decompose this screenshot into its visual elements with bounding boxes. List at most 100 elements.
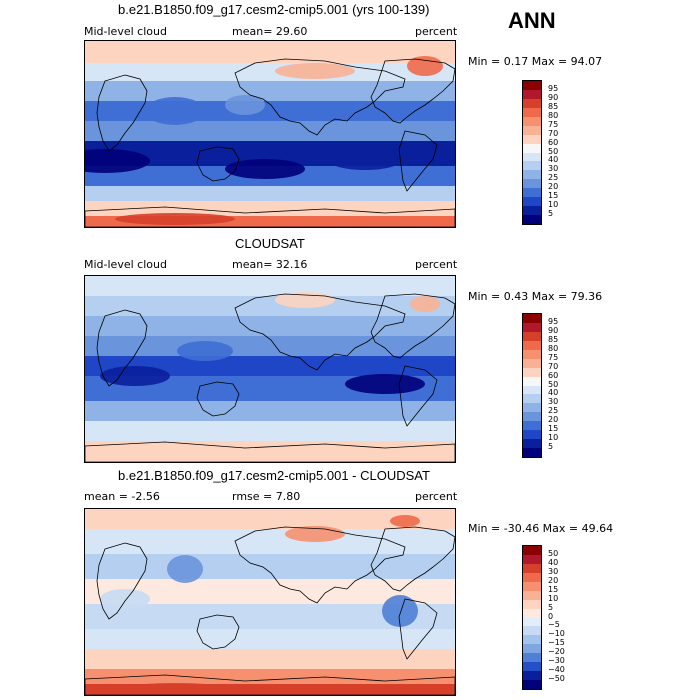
- colorbar-tick-label: 90: [548, 325, 559, 335]
- field-blob: [330, 152, 400, 170]
- colorbar-tick-label: 15: [548, 191, 559, 201]
- colorbar-tick-label: 50: [548, 379, 559, 389]
- panel-2-mean: mean= 32.16: [232, 258, 308, 271]
- colorbar-tick-label: 90: [548, 92, 559, 102]
- colorbar-tick-label: 85: [548, 334, 559, 344]
- colorbar-tick-label: 70: [548, 361, 559, 371]
- field-band: [85, 684, 455, 695]
- colorbar-tick-label: 20: [548, 182, 559, 192]
- colorbar-tick-label: 5: [548, 209, 554, 219]
- panel-1-colorbar: [522, 80, 542, 225]
- field-band: [85, 216, 455, 227]
- panel-3-map: [84, 508, 456, 696]
- field-blob: [225, 95, 265, 115]
- field-band: [85, 669, 455, 684]
- colorbar-tick-label: 15: [548, 424, 559, 434]
- field-blob: [255, 360, 315, 376]
- panel-1-mean: mean= 29.60: [232, 25, 308, 38]
- colorbar-swatch: [523, 671, 541, 681]
- colorbar-tick-label: 25: [548, 406, 559, 416]
- coastline: [85, 441, 455, 462]
- colorbar-tick-label: 10: [548, 593, 559, 603]
- colorbar-tick-label: 50: [548, 548, 559, 558]
- colorbar-swatch: [523, 635, 541, 645]
- colorbar-tick-label: 40: [548, 557, 559, 567]
- colorbar-swatch: [523, 349, 541, 359]
- coastline: [85, 674, 455, 695]
- colorbar-swatch: [523, 331, 541, 341]
- colorbar-swatch: [523, 385, 541, 395]
- panel-2-map-field: [85, 276, 455, 462]
- panel-2-variable-label: Mid-level cloud: [84, 258, 167, 271]
- coastline: [398, 365, 438, 427]
- colorbar-swatch: [523, 662, 541, 672]
- colorbar-swatch: [523, 206, 541, 216]
- field-band: [85, 441, 455, 462]
- colorbar-tick-label: −15: [548, 638, 565, 648]
- colorbar-swatch: [523, 116, 541, 126]
- field-blob: [145, 97, 205, 125]
- coastline: [370, 526, 455, 592]
- panel-3-map-field: [85, 509, 455, 695]
- field-blob: [100, 589, 150, 609]
- colorbar-tick-label: 25: [548, 173, 559, 183]
- coastline: [96, 309, 148, 387]
- panel-1-map: [84, 40, 456, 228]
- colorbar-swatch: [523, 430, 541, 440]
- colorbar-swatch: [523, 554, 541, 564]
- colorbar-tick-label: 95: [548, 316, 559, 326]
- colorbar-tick-label: −30: [548, 656, 565, 666]
- field-band: [85, 509, 455, 529]
- field-band: [85, 316, 455, 336]
- field-band: [85, 629, 455, 649]
- coastline: [370, 293, 455, 359]
- colorbar-swatch: [523, 188, 541, 198]
- coastline: [234, 293, 406, 371]
- panel-1-variable-label: Mid-level cloud: [84, 25, 167, 38]
- panel-3-mean: mean = -2.56: [84, 490, 160, 503]
- field-blob: [345, 374, 425, 394]
- colorbar-swatch: [523, 439, 541, 449]
- field-band: [85, 421, 455, 441]
- panel-3-minmax: Min = -30.46 Max = 49.64: [468, 522, 614, 535]
- field-band: [85, 529, 455, 554]
- colorbar-tick-label: 50: [548, 146, 559, 156]
- coastline: [234, 58, 406, 136]
- colorbar-tick-label: −5: [548, 620, 560, 630]
- colorbar-tick-label: 60: [548, 370, 559, 380]
- colorbar-swatch: [523, 179, 541, 189]
- colorbar-tick-label: 15: [548, 584, 559, 594]
- panel-1-minmax: Min = 0.17 Max = 94.07: [468, 55, 603, 68]
- coastline: [196, 146, 240, 182]
- field-blob: [275, 63, 355, 79]
- colorbar-tick-label: 40: [548, 155, 559, 165]
- colorbar-tick-label: 95: [548, 83, 559, 93]
- field-blob: [390, 515, 420, 527]
- colorbar-tick-label: 75: [548, 119, 559, 129]
- colorbar-swatch: [523, 152, 541, 162]
- colorbar-swatch: [523, 358, 541, 368]
- colorbar-tick-label: 10: [548, 200, 559, 210]
- colorbar-swatch: [523, 367, 541, 377]
- field-band: [85, 649, 455, 669]
- coastline: [96, 542, 148, 620]
- colorbar-swatch: [523, 143, 541, 153]
- colorbar-swatch: [523, 322, 541, 332]
- panel-3-unit: percent: [415, 490, 458, 503]
- colorbar-tick-label: 20: [548, 415, 559, 425]
- field-blob: [177, 341, 233, 361]
- colorbar-tick-label: 5: [548, 442, 554, 452]
- colorbar-tick-label: −20: [548, 647, 565, 657]
- colorbar-swatch: [523, 653, 541, 663]
- colorbar-swatch: [523, 412, 541, 422]
- panel-3-title: b.e21.B1850.f09_g17.cesm2-cmip5.001 - CL…: [118, 468, 430, 483]
- colorbar-swatch: [523, 89, 541, 99]
- field-blob: [410, 296, 440, 312]
- coastline: [196, 381, 240, 417]
- colorbar-tick-label: −10: [548, 629, 565, 639]
- colorbar-tick-label: 60: [548, 137, 559, 147]
- panel-3-colorbar: [522, 545, 542, 690]
- colorbar-swatch: [523, 546, 541, 555]
- coastline: [196, 614, 240, 650]
- colorbar-tick-label: 30: [548, 397, 559, 407]
